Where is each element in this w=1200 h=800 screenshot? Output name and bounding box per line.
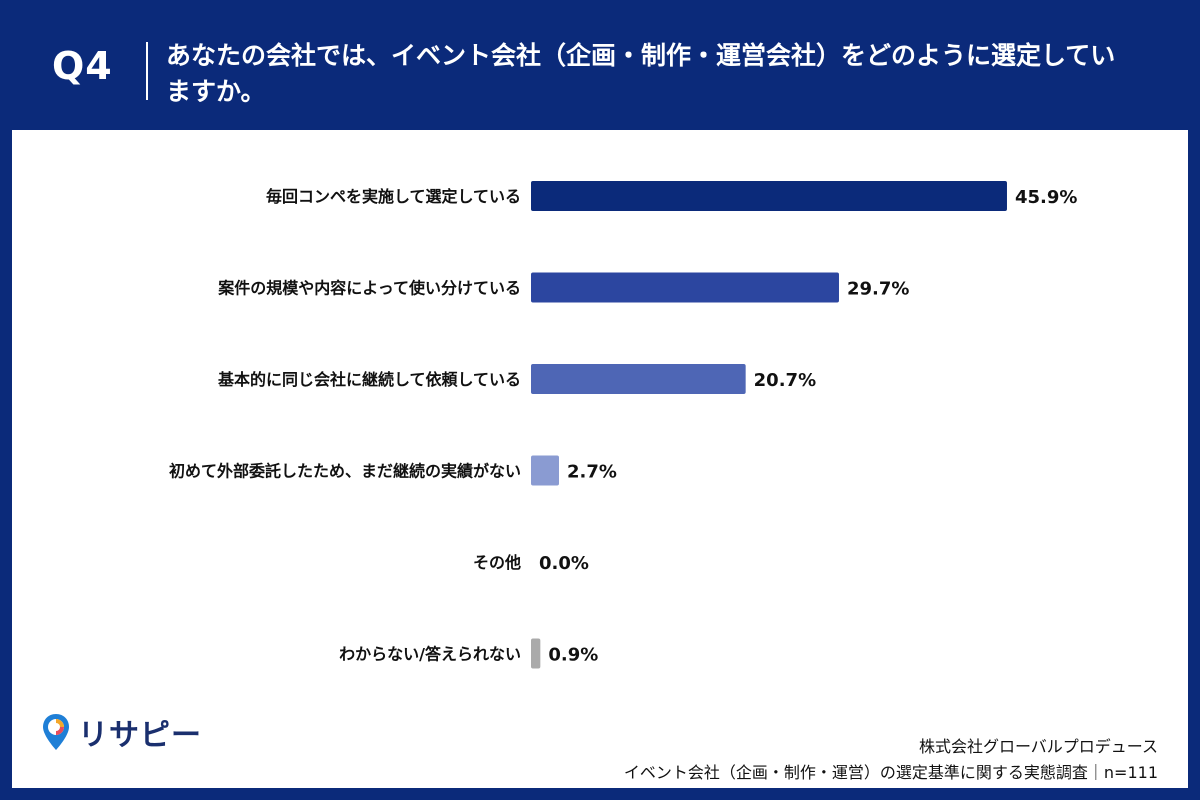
company-name: 株式会社グローバルプロデュース	[918, 737, 1158, 756]
bar	[531, 638, 541, 669]
value-label: 2.7%	[567, 462, 617, 483]
chart-card	[12, 130, 1188, 788]
brand-logo: リサピー	[40, 712, 202, 753]
category-label: 基本的に同じ会社に継続して依頼している	[217, 370, 521, 389]
survey-info: イベント会社（企画・制作・運営）の選定基準に関する実態調査｜n=111	[623, 763, 1158, 782]
category-label: わからない/答えられない	[339, 645, 521, 664]
value-label: 45.9%	[1015, 187, 1077, 208]
bar	[531, 272, 839, 303]
category-label: 毎回コンペを実施して選定している	[266, 187, 521, 206]
question-number: Q4	[52, 44, 113, 88]
value-label: 29.7%	[847, 279, 909, 300]
value-label: 20.7%	[754, 370, 816, 391]
category-label: 案件の規模や内容によって使い分けている	[217, 279, 521, 298]
value-label: 0.0%	[539, 553, 589, 574]
source-note: 株式会社グローバルプロデュース イベント会社（企画・制作・運営）の選定基準に関す…	[624, 734, 1158, 786]
category-label: その他	[473, 553, 521, 572]
header-divider	[146, 42, 148, 100]
header: Q4 あなたの会社では、イベント会社（企画・制作・運営会社）をどのように選定して…	[0, 0, 1200, 130]
value-label: 0.9%	[548, 645, 598, 666]
logo-text: リサピー	[78, 718, 202, 753]
question-text: あなたの会社では、イベント会社（企画・制作・運営会社）をどのように選定しています…	[166, 41, 1116, 106]
bar	[531, 364, 746, 394]
bar	[531, 181, 1007, 211]
location-pin-icon	[43, 714, 69, 750]
category-label: 初めて外部委託したため、まだ継続の実績がない	[169, 462, 521, 481]
bar	[531, 455, 559, 486]
